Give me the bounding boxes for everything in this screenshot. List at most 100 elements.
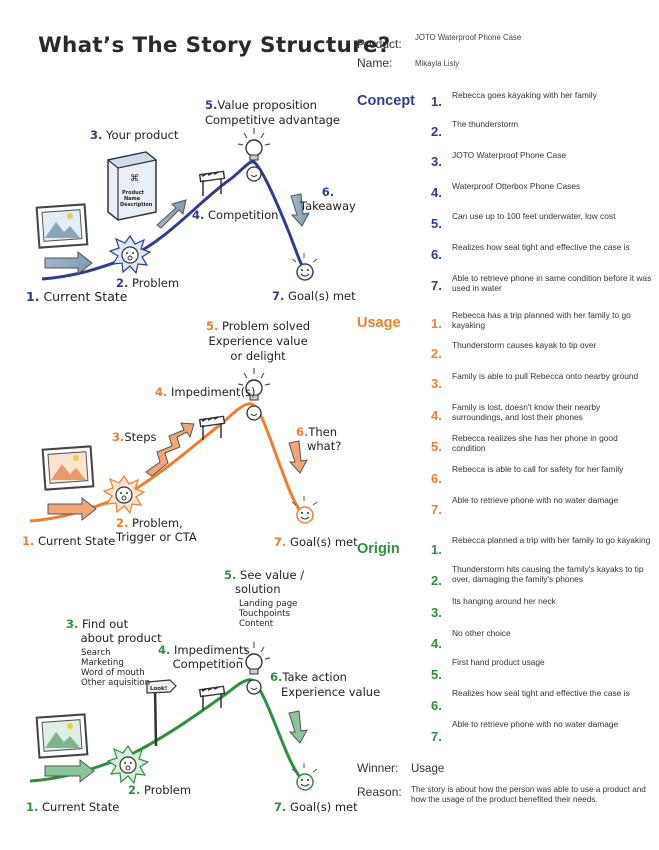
concept-your-product: 3. Your product — [90, 128, 179, 142]
svg-text:⌘: ⌘ — [130, 174, 139, 184]
reason-value: The story is about how the person was ab… — [411, 785, 646, 804]
usage-num-5: 5. — [431, 439, 442, 454]
svg-text:Description: Description — [120, 202, 153, 208]
origin-num-7: 7. — [431, 729, 442, 744]
origin-sources: Search Marketing Word of mouth Other aqu… — [81, 648, 151, 688]
origin-current-arrow — [44, 758, 95, 784]
origin-signpost-icon: Look! — [146, 679, 177, 747]
origin-num-3: 3. — [431, 605, 442, 620]
origin-impediments: 4. Impediments Competition — [158, 643, 250, 671]
origin-hurdle-icon — [198, 685, 226, 710]
winner-value: Usage — [411, 763, 445, 775]
winner-label: Winner: — [357, 761, 399, 775]
usage-num-6: 6. — [431, 471, 442, 486]
origin-problem: 2. Problem — [128, 783, 192, 797]
concept-num-7: 7. — [431, 278, 442, 293]
origin-item-4: No other choice — [452, 628, 511, 638]
section-concept-title: Concept — [357, 93, 415, 109]
name-value: Mikayla Lisiy — [415, 59, 460, 68]
concept-value-proposition: 5.Value proposition Competitive advantage — [205, 98, 341, 127]
usage-item-4: Family is lost, doesn't know their nearb… — [452, 402, 601, 422]
usage-impediments: 4. Impediment(s) — [155, 385, 256, 399]
usage-item-5: Rebecca realizes she has her phone in go… — [452, 433, 618, 453]
usage-item-7: Able to retrieve phone with no water dam… — [452, 495, 619, 505]
concept-num-6: 6. — [431, 247, 442, 262]
concept-num-1: 1. — [431, 94, 442, 109]
usage-problem: 2. Problem, Trigger or CTA — [116, 516, 197, 544]
origin-curve — [29, 678, 306, 784]
reason-label: Reason: — [357, 785, 402, 799]
usage-problem-solved: 5. Problem solved Experience value or deli… — [206, 319, 311, 363]
concept-goals: 7. Goal(s) met — [272, 289, 356, 303]
usage-num-2: 2. — [431, 346, 442, 361]
concept-item-1: Rebecca goes kayaking with her family — [452, 90, 597, 100]
origin-item-1: Rebecca planned a trip with her family t… — [452, 535, 651, 545]
usage-then-what: 6.Then what? — [296, 425, 342, 453]
origin-down-arrow — [288, 710, 308, 744]
origin-item-2: Thunderstorm hits causing the family's k… — [452, 564, 644, 584]
usage-item-2: Thunderstorm causes kayak to tip over — [452, 340, 597, 350]
concept-current-state: 1. Current State — [26, 289, 128, 304]
usage-item-1: Rebecca has a trip planned with her fami… — [452, 310, 631, 330]
concept-problem: 2. Problem — [116, 276, 180, 290]
concept-num-2: 2. — [431, 124, 442, 139]
usage-diagram — [29, 368, 318, 524]
usage-item-3: Family is able to pull Rebecca onto near… — [452, 371, 639, 381]
concept-num-5: 5. — [431, 216, 442, 231]
origin-item-6: Realizes how seal tight and effective th… — [452, 688, 630, 698]
usage-current-arrow — [47, 496, 97, 522]
usage-photo-icon — [41, 445, 95, 491]
concept-product-box: ⌘ Product Name Description — [106, 151, 158, 221]
concept-competition: 4. Competition — [192, 208, 279, 222]
usage-steps-arrow — [145, 422, 195, 477]
section-origin-title: Origin — [357, 541, 400, 557]
concept-goal-smiley — [291, 253, 318, 281]
concept-problem-burst — [108, 234, 152, 275]
concept-down-arrow — [290, 193, 310, 227]
usage-lightbulb-icon — [237, 368, 271, 421]
usage-num-1: 1. — [431, 316, 442, 331]
concept-item-6: Realizes how seal tight and effective th… — [452, 242, 630, 252]
origin-goal-smiley — [291, 763, 318, 791]
name-label: Name: — [357, 56, 393, 70]
concept-item-4: Waterproof Otterbox Phone Cases — [452, 181, 581, 191]
origin-goals: 7. Goal(s) met — [274, 800, 358, 814]
origin-problem-burst — [106, 744, 150, 785]
origin-item-3: Its hanging around her neck — [452, 596, 556, 606]
usage-down-arrow — [288, 440, 308, 474]
usage-goal-smiley — [291, 496, 318, 524]
origin-find-out: 3. Find out about product — [66, 617, 162, 645]
concept-num-4: 4. — [431, 185, 442, 200]
origin-item-7: Able to retrieve phone with no water dam… — [452, 719, 619, 729]
concept-diagram: ⌘ Product Name Description — [35, 128, 318, 281]
concept-up-arrow — [156, 199, 187, 229]
concept-takeaway: 6. Takeaway — [300, 185, 356, 213]
usage-hurdle-icon — [198, 415, 226, 440]
concept-item-2: The thunderstorm — [452, 119, 519, 129]
usage-current-state: 1. Current State — [22, 534, 116, 548]
origin-lightbulb-icon — [237, 642, 271, 695]
page-title: What’s The Story Structure? — [38, 33, 391, 58]
origin-touchpoints: Landing page Touchpoints Content — [239, 599, 298, 629]
origin-see-value: 5. See value / solution — [224, 568, 305, 596]
concept-current-arrow — [44, 250, 93, 276]
concept-num-3: 3. — [431, 154, 442, 169]
origin-num-2: 2. — [431, 573, 442, 588]
product-value: JOTO Waterproof Phone Case — [415, 33, 522, 42]
origin-item-5: First hand product usage — [452, 657, 545, 667]
usage-item-6: Rebecca is able to call for safety for h… — [452, 464, 624, 474]
concept-lightbulb-icon — [237, 128, 271, 182]
origin-take-action: 6.Take action Experience value — [270, 670, 381, 699]
usage-steps: 3.Steps — [112, 430, 157, 444]
usage-num-3: 3. — [431, 376, 442, 391]
section-usage-title: Usage — [357, 315, 401, 331]
concept-item-5: Can use up to 100 feet underwater, low c… — [452, 211, 616, 221]
sign-label: Look! — [150, 686, 167, 692]
usage-problem-burst — [102, 474, 146, 515]
usage-num-4: 4. — [431, 408, 442, 423]
origin-num-1: 1. — [431, 542, 442, 557]
origin-num-6: 6. — [431, 698, 442, 713]
concept-item-3: JOTO Waterproof Phone Case — [452, 150, 567, 160]
usage-goals: 7. Goal(s) met — [274, 535, 358, 549]
